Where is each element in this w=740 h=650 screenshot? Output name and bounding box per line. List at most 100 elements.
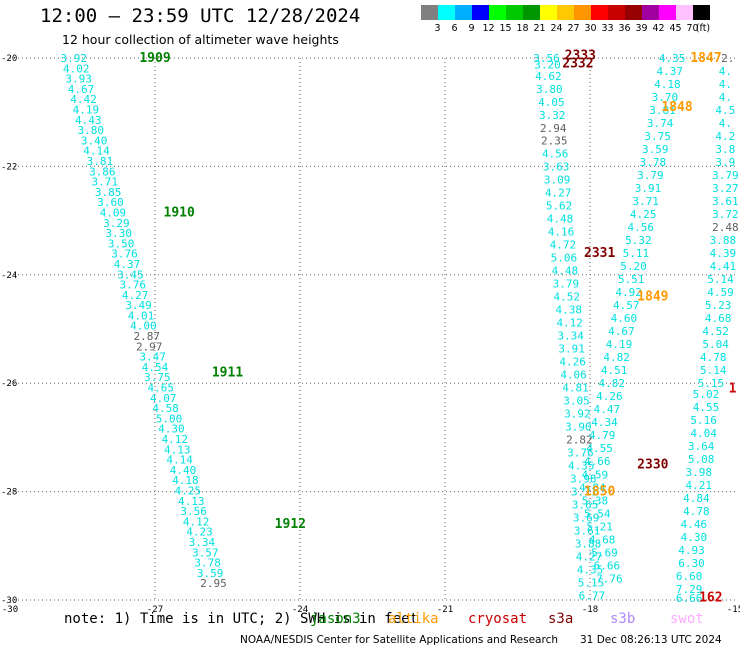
color-swatch-label: 33 [601,23,614,34]
wave-height-value: 6.66 [676,592,703,605]
pass-number-label: 1850 [584,485,615,500]
pass-number-label: 1849 [637,289,668,304]
color-swatch-label: 12 [482,23,495,34]
color-swatch [574,5,591,20]
wave-height-value: 4.62 [535,70,562,83]
chart-subtitle: 12 hour collection of altimeter wave hei… [62,32,339,47]
wave-height-value: 4.84 [579,481,606,494]
wave-height-value: 4.40 [170,464,197,477]
wave-height-value: 3.65 [572,499,599,512]
wave-height-value: 4.07 [150,392,177,405]
wave-height-value: 4.12 [162,433,189,446]
wave-height-value: 3.81 [87,155,114,168]
wave-height-value: 5.00 [156,412,183,425]
wave-height-value: 4.48 [547,212,574,225]
wave-height-value: 4.23 [186,526,213,539]
footer-note: note: 1) Time is in UTC; 2) SWH is in fe… [64,611,419,627]
wave-height-value: 4.47 [594,403,621,416]
wave-height-value: 3.86 [89,165,116,178]
wave-height-value: 5.14 [700,364,727,377]
wave-height-value: 3.20 [534,59,561,72]
wave-height-value: 3.60 [97,196,124,209]
wave-height-value: 3.59 [197,567,224,580]
wave-height-value: 4.78 [700,351,727,364]
wave-height-value: 4.48 [552,264,579,277]
wave-height-value: 5.54 [584,507,611,520]
wave-height-value: 3.92 [61,52,88,65]
wave-height-value: 4.19 [606,338,633,351]
wave-height-value: 4. [719,91,732,104]
wave-height-value: 5.38 [582,494,609,507]
y-tick-label: -26 [1,379,17,389]
mission-label: cryosat [468,611,528,627]
wave-height-value: 4.34 [591,416,618,429]
x-tick-label: -24 [292,605,308,615]
wave-height-value: 3.93 [65,73,92,86]
pass-number-label: 1 [729,382,737,397]
wave-height-value: 3.9 [715,156,735,169]
wave-height-value: 3.98 [686,466,713,479]
wave-height-value: 3.57 [192,546,219,559]
wave-height-value: 5.20 [620,260,647,273]
wave-height-value: 3.59 [642,143,669,156]
wave-height-value: 5.32 [625,234,652,247]
wave-height-value: 5.08 [688,453,715,466]
pass-number-label: 1848 [661,100,692,115]
pass-number-label: 162 [699,590,722,605]
wave-height-value: 4.58 [152,402,179,415]
pass-number-label: 1847 [690,51,721,66]
color-swatch [438,5,455,20]
color-swatch-label: 39 [635,23,648,34]
wave-height-value: 4.68 [589,533,616,546]
mission-label: s3a [548,611,574,627]
wave-height-value: 4.27 [122,289,149,302]
chart-title: 12:00 — 23:59 UTC 12/28/2024 [40,5,361,27]
wave-height-value: 4.51 [601,364,628,377]
color-swatch [676,5,693,20]
wave-height-value: 3.30 [106,227,133,240]
wave-height-value: 5.23 [705,299,732,312]
wave-height-value: 3.74 [647,117,674,130]
wave-height-value: 3.49 [125,299,152,312]
color-swatch [523,5,540,20]
color-swatch-label: 21 [533,23,546,34]
color-swatch-label: 42 [652,23,665,34]
wave-height-value: 3.05 [563,395,590,408]
wave-height-value: 4.72 [550,238,577,251]
wave-height-value: 4.56 [542,147,569,160]
wave-height-value: 4.35 [659,52,686,65]
mission-label: swot [670,611,704,627]
wave-height-value: 6.30 [678,557,705,570]
pass-number-label: 2332 [562,56,593,71]
wave-height-value: 4.14 [166,454,193,467]
wave-height-value: 4.78 [683,505,710,518]
wave-height-value: 4.65 [148,382,175,395]
x-tick-label: -27 [147,605,163,615]
wave-height-value: 2.94 [540,122,567,135]
x-tick-label: -30 [2,605,18,615]
wave-height-value: 2.35 [541,134,568,147]
wave-height-value: 4.38 [555,303,582,316]
y-tick-label: -28 [1,488,17,498]
wave-height-value: 3.78 [640,156,667,169]
wave-height-value: 4.59 [707,286,734,299]
pass-number-label: 2333 [565,48,596,63]
wave-height-value: 2. [721,52,734,65]
wave-height-value: 3.71 [91,176,118,189]
wave-height-value: 4.18 [172,474,199,487]
wave-height-value: 3.63 [543,160,570,173]
wave-height-value: 4.79 [589,429,616,442]
wave-height-value: 3.79 [712,169,739,182]
mission-label: jason3 [310,611,361,627]
wave-height-value: 3.71 [632,195,659,208]
y-tick-label: -24 [1,271,17,281]
wave-height-value: 5.51 [618,273,645,286]
y-tick-label: -30 [1,596,17,606]
wave-height-value: 5.11 [623,247,650,260]
wave-height-value: 4.02 [63,62,90,75]
wave-height-value: 3.88 [575,538,602,551]
wave-height-value: 4. [719,117,732,130]
wave-height-value: 3.71 [571,486,598,499]
wave-height-value: 4.67 [608,325,635,338]
wave-height-value: 4.01 [128,309,155,322]
